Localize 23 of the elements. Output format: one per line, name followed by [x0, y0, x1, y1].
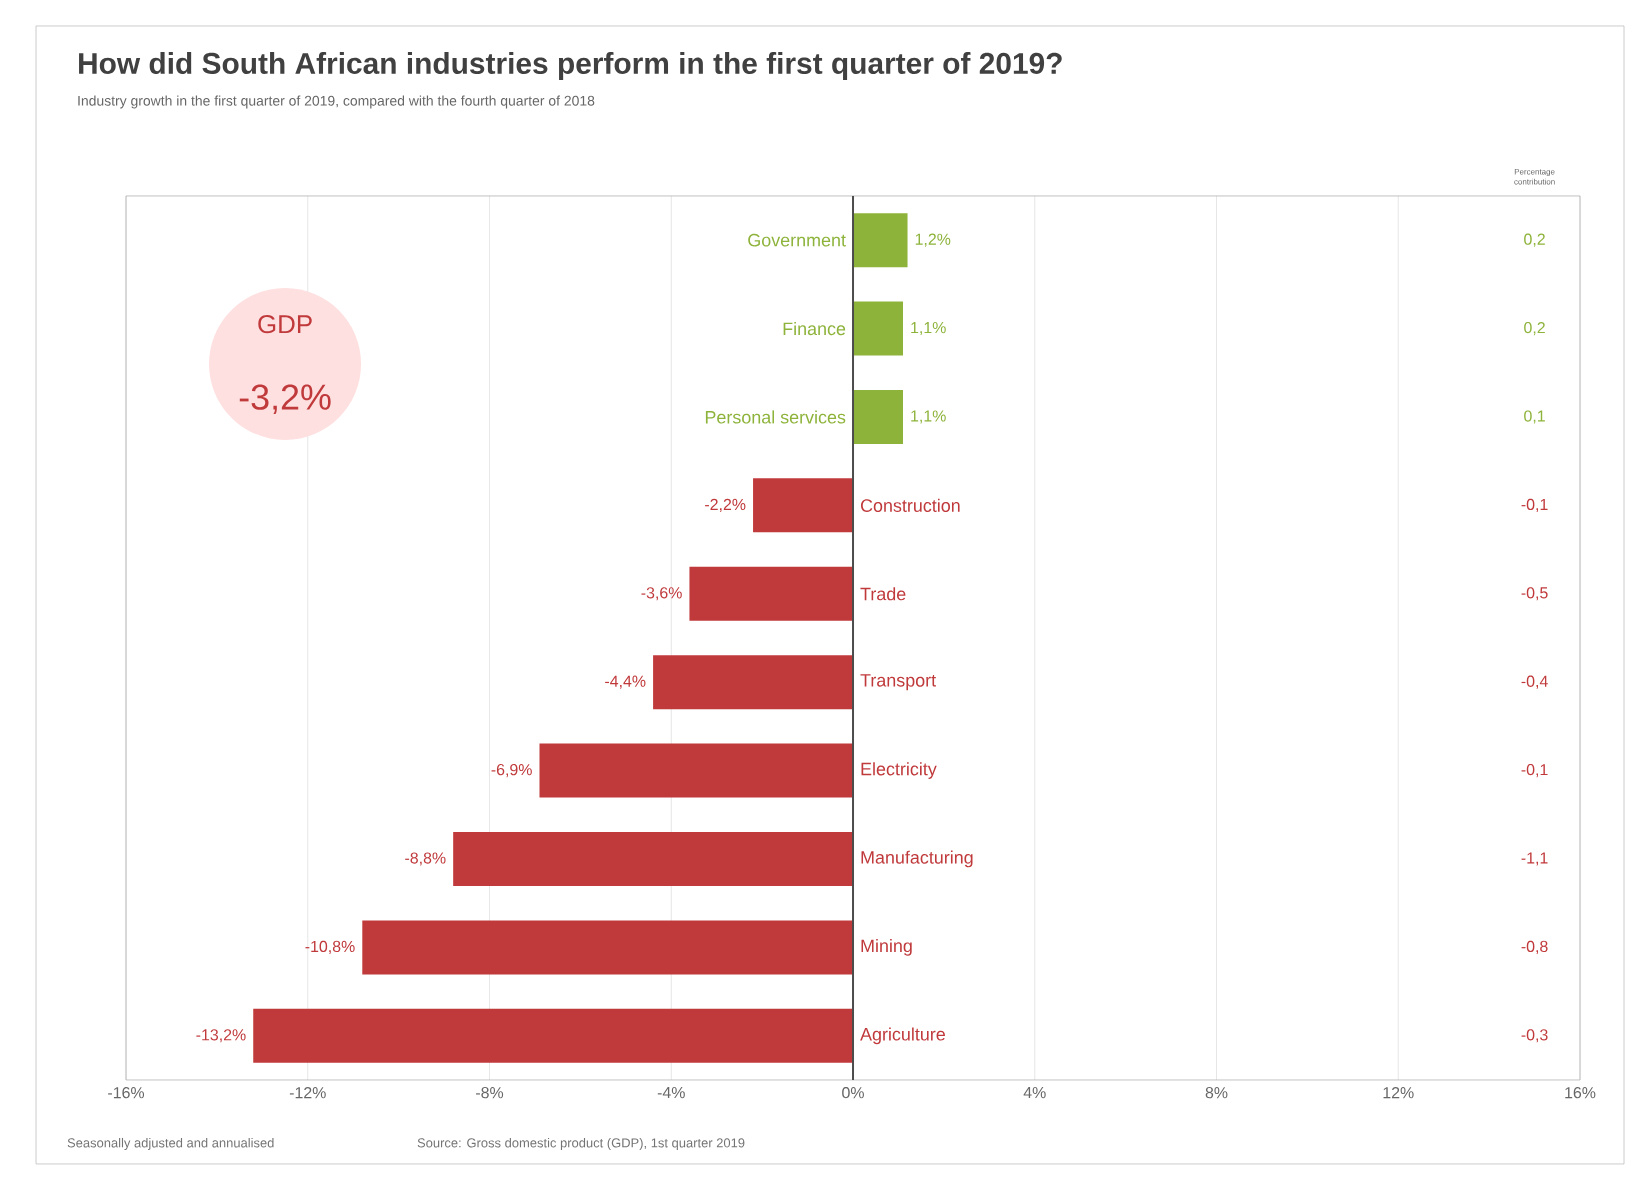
y-tick-label: Electricity	[861, 762, 937, 779]
bar	[362, 920, 854, 975]
y-tick-label: Transport	[860, 674, 936, 691]
bar	[453, 831, 854, 886]
bar	[853, 389, 903, 444]
y-tick-label: Trade	[860, 587, 906, 601]
bar	[753, 478, 854, 533]
y-tick-label: Finance	[783, 321, 846, 336]
bar	[539, 743, 854, 798]
y-tick-label: Agriculture	[860, 1027, 945, 1045]
y-tick-label: Government	[748, 233, 846, 247]
bar	[853, 301, 903, 356]
bar	[689, 566, 854, 621]
annotation: -3,2%	[239, 384, 331, 415]
annotation: GDP	[258, 314, 312, 334]
bar	[653, 655, 854, 710]
bar	[853, 213, 908, 268]
bar	[253, 1008, 854, 1063]
chart-title: How did South African industries perform in the first quarter of 2019?	[79, 52, 1062, 80]
y-tick-label: Mining	[861, 939, 912, 956]
y-tick-label: Manufacturing	[861, 850, 973, 868]
y-tick-label: Personal services	[705, 410, 846, 424]
y-tick-label: Construction	[860, 498, 960, 512]
